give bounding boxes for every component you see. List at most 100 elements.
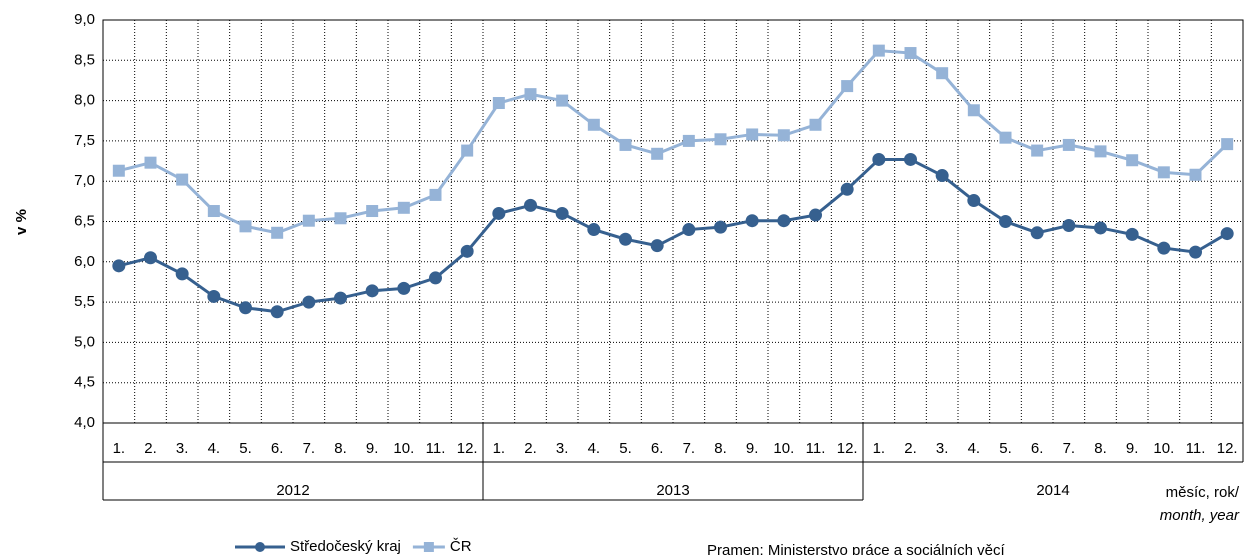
- marker: [302, 295, 316, 309]
- marker: [904, 47, 917, 60]
- marker: [271, 226, 284, 239]
- marker: [239, 301, 252, 315]
- marker: [745, 214, 759, 228]
- source: Pramen: Ministerstvo práce a sociálních …: [707, 542, 1005, 555]
- x-tick-label: 8.: [714, 440, 727, 457]
- x-tick-label: 10.: [773, 440, 794, 457]
- marker: [555, 206, 569, 220]
- marker: [650, 239, 664, 253]
- marker: [935, 169, 949, 183]
- x-tick-label: 1.: [873, 440, 886, 457]
- y-tick-label: 7,0: [74, 172, 95, 189]
- x-tick-label: 10.: [393, 440, 414, 457]
- x-tick-label: 8.: [1094, 440, 1107, 457]
- marker: [619, 138, 632, 151]
- marker: [175, 267, 189, 281]
- x-axis-label-en: month, year: [1160, 507, 1240, 524]
- marker: [270, 305, 284, 319]
- marker: [112, 164, 125, 177]
- y-tick-label: 4,5: [74, 374, 95, 391]
- x-tick-label: 7.: [1063, 440, 1076, 457]
- x-tick-label: 5.: [619, 440, 632, 457]
- marker: [682, 134, 695, 147]
- marker: [1031, 144, 1044, 157]
- marker: [492, 206, 506, 220]
- marker: [1157, 241, 1171, 255]
- marker: [1062, 219, 1076, 233]
- x-tick-label: 11.: [1186, 440, 1206, 457]
- x-tick-label: 7.: [303, 440, 316, 457]
- marker: [207, 289, 221, 303]
- marker: [524, 198, 537, 212]
- marker: [809, 118, 822, 131]
- y-tick-label: 8,0: [74, 92, 95, 109]
- group-label: 2012: [276, 482, 309, 499]
- marker: [587, 118, 600, 131]
- marker: [714, 220, 727, 234]
- y-tick-label: 5,5: [74, 293, 95, 310]
- marker: [556, 94, 569, 107]
- x-tick-label: 2.: [144, 440, 157, 457]
- marker: [1157, 166, 1170, 179]
- x-tick-label: 1.: [113, 440, 126, 457]
- x-tick-label: 3.: [556, 440, 569, 457]
- marker: [365, 284, 379, 298]
- marker: [460, 244, 474, 258]
- marker: [1030, 226, 1044, 240]
- marker: [651, 147, 664, 160]
- marker: [936, 67, 949, 80]
- marker: [1189, 168, 1202, 181]
- x-tick-label: 9.: [1126, 440, 1139, 457]
- x-tick-label: 8.: [334, 440, 347, 457]
- marker: [334, 291, 347, 305]
- x-tick-label: 5.: [239, 440, 252, 457]
- x-tick-label: 1.: [493, 440, 506, 457]
- marker: [1126, 154, 1139, 167]
- marker: [397, 281, 411, 295]
- x-tick-label: 3.: [936, 440, 949, 457]
- marker: [619, 232, 632, 246]
- marker: [461, 144, 474, 157]
- marker: [429, 188, 442, 201]
- x-tick-label: 3.: [176, 440, 189, 457]
- marker: [841, 80, 854, 93]
- marker: [302, 214, 315, 227]
- x-tick-label: 12.: [837, 440, 858, 457]
- x-tick-label: 6.: [271, 440, 284, 457]
- marker: [746, 128, 759, 141]
- plot-border: [102, 19, 1244, 424]
- marker: [144, 156, 157, 169]
- x-tick-label: 12.: [1217, 440, 1238, 457]
- x-tick-label: 4.: [588, 440, 601, 457]
- marker: [239, 220, 252, 233]
- group-label: 2014: [1036, 482, 1069, 499]
- marker: [840, 182, 854, 196]
- marker: [809, 208, 822, 222]
- x-tick-label: 10.: [1153, 440, 1174, 457]
- y-axis-label: v %: [13, 209, 30, 235]
- marker: [999, 215, 1012, 228]
- x-tick-label: 6.: [651, 440, 664, 457]
- marker: [872, 152, 886, 166]
- y-tick-label: 8,5: [74, 51, 95, 68]
- marker: [682, 223, 696, 237]
- marker: [176, 173, 189, 186]
- x-tick-label: 9.: [746, 440, 759, 457]
- marker: [1189, 245, 1202, 259]
- legend-marker: [255, 542, 265, 552]
- x-tick-label: 4.: [968, 440, 981, 457]
- marker: [1094, 221, 1107, 235]
- x-tick-label: 2.: [904, 440, 917, 457]
- x-tick-label: 5.: [999, 440, 1012, 457]
- group-label: 2013: [656, 482, 689, 499]
- marker: [1094, 145, 1107, 158]
- y-tick-label: 4,0: [74, 414, 95, 431]
- x-tick-label: 7.: [683, 440, 696, 457]
- legend-label: Středočeský kraj: [290, 538, 401, 555]
- x-tick-label: 6.: [1031, 440, 1044, 457]
- x-tick-label: 11.: [426, 440, 446, 457]
- marker: [524, 88, 537, 101]
- x-tick-label: 2.: [524, 440, 537, 457]
- x-tick-label: 9.: [366, 440, 379, 457]
